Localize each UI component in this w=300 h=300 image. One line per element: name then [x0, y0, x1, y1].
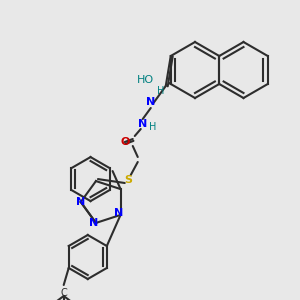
Text: N: N: [76, 197, 86, 207]
Text: H: H: [149, 122, 156, 132]
Text: N: N: [114, 208, 123, 218]
Text: C: C: [60, 288, 67, 298]
Text: S: S: [124, 175, 132, 185]
Text: HO: HO: [136, 75, 154, 85]
Text: O: O: [120, 137, 129, 147]
Text: N: N: [146, 97, 155, 107]
Text: H: H: [157, 86, 164, 96]
Text: N: N: [89, 218, 99, 228]
Text: N: N: [138, 119, 147, 129]
